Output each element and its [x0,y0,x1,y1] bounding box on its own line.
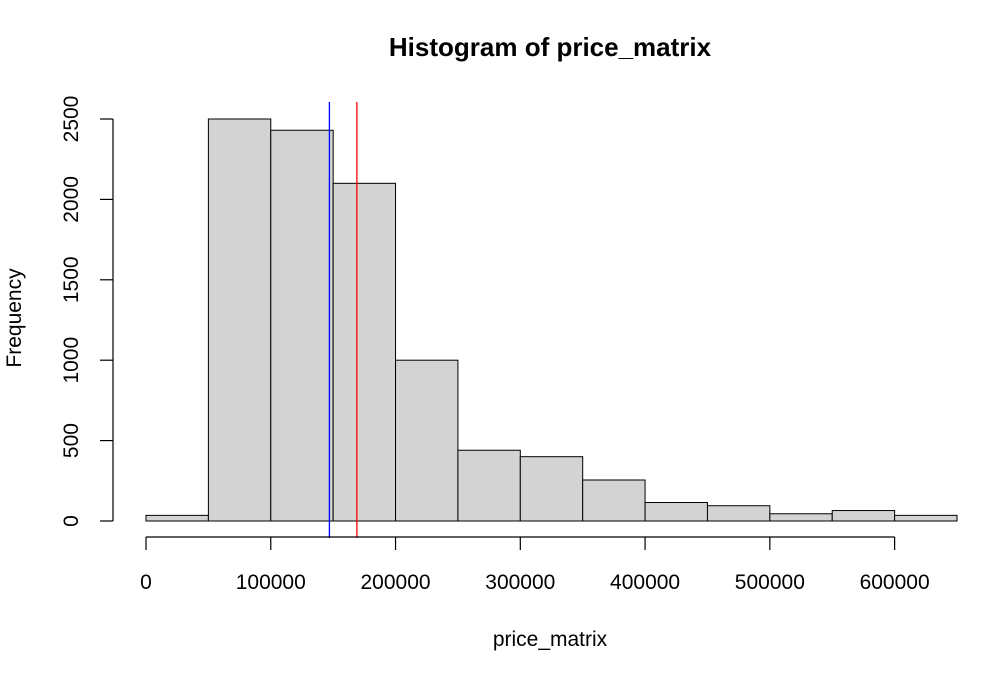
y-tick-label-5: 2500 [60,96,83,143]
histogram-bar-6 [519,456,584,522]
y-axis-label: Frequency [3,268,26,368]
x-tick-label-3: 300000 [485,571,555,594]
histogram-bar-1 [207,118,272,522]
x-axis-label: price_matrix [493,628,608,651]
histogram-bar-8 [644,502,708,522]
y-tick-label-1: 500 [60,423,83,458]
histogram-bar-12 [894,514,958,522]
y-tick-label-3: 1500 [60,256,83,303]
x-tick-label-5: 500000 [735,571,805,594]
y-tick-label-0: 0 [60,515,83,527]
y-tick-label-2: 1000 [60,337,83,384]
chart-title: Histogram of price_matrix [389,32,712,62]
bars-group [145,118,958,522]
x-tick-label-6: 600000 [860,571,930,594]
y-tick-label-4: 2000 [60,176,83,223]
histogram-bar-4 [395,359,459,522]
histogram-bar-5 [457,449,521,522]
histogram-bar-10 [769,513,833,522]
x-tick-label-4: 400000 [610,571,680,594]
x-tick-label-2: 200000 [360,571,430,594]
histogram-bar-7 [582,479,646,522]
histogram-bar-9 [706,505,771,522]
x-axis: 0 100000 200000 300000 400000 500000 600000 [140,536,930,594]
histogram-bar-0 [145,514,209,522]
histogram-bar-3 [332,182,397,522]
y-axis: 0 500 1000 1500 2000 2500 [60,96,114,527]
x-tick-label-0: 0 [140,571,152,594]
x-tick-label-1: 100000 [236,571,306,594]
reference-lines-group [328,102,358,538]
histogram-bar-11 [831,510,896,522]
histogram-bar-2 [270,129,334,522]
